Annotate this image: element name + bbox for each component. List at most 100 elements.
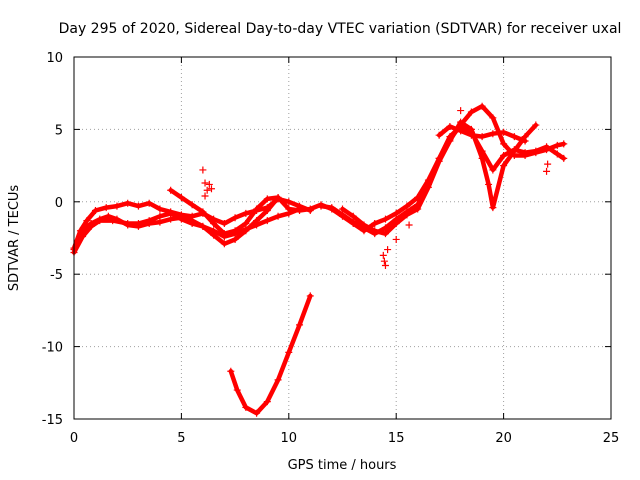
x-tick-label: 25 (603, 431, 620, 446)
data-point (207, 185, 215, 193)
data-point (500, 162, 508, 170)
y-tick-label: -15 (42, 413, 63, 428)
data-point (156, 218, 164, 226)
data-point (306, 292, 314, 300)
data-point (199, 166, 207, 174)
data-point (274, 212, 282, 220)
data-point (242, 220, 250, 228)
data-point (91, 206, 99, 214)
data-point (242, 403, 250, 411)
data-point (457, 127, 465, 135)
data-point (478, 102, 486, 110)
data-point (242, 209, 250, 217)
outlier-points (199, 107, 552, 270)
data-point (156, 205, 164, 213)
data-point (306, 205, 314, 213)
data-series (70, 102, 568, 417)
data-point (79, 227, 87, 235)
data-point (220, 230, 228, 238)
data-point (457, 118, 465, 126)
x-tick-label: 10 (281, 431, 298, 446)
data-point (532, 149, 540, 157)
data-point (177, 193, 185, 201)
series-arc-6 (339, 118, 540, 238)
data-point (87, 220, 95, 228)
y-tick-label: -10 (42, 341, 63, 356)
data-point (274, 193, 282, 201)
data-point (379, 251, 387, 259)
data-point (145, 220, 153, 228)
data-point (253, 205, 261, 213)
data-point (102, 204, 110, 212)
data-point (203, 186, 211, 194)
data-point (489, 130, 497, 138)
series-line (340, 119, 539, 236)
data-point (104, 212, 112, 220)
data-point (371, 220, 379, 228)
data-point (435, 131, 443, 139)
data-point (532, 121, 540, 129)
data-point (188, 217, 196, 225)
series-arc-2 (70, 205, 304, 256)
data-point (188, 201, 196, 209)
data-point (446, 137, 454, 145)
data-point (253, 409, 261, 417)
data-point (201, 192, 209, 200)
data-point (253, 217, 261, 225)
x-axis-ticks: 0 5 10 15 20 25 (70, 57, 619, 446)
data-point (457, 107, 465, 115)
data-point (134, 222, 142, 230)
data-point (263, 206, 271, 214)
data-point (380, 257, 388, 265)
data-point (285, 205, 293, 213)
data-point (446, 123, 454, 131)
data-point (553, 141, 561, 149)
data-point (467, 108, 475, 116)
data-point (177, 214, 185, 222)
data-point (285, 348, 293, 356)
data-point (167, 215, 175, 223)
data-point (274, 376, 282, 384)
data-point (414, 205, 422, 213)
data-point (521, 151, 529, 159)
chart-title: Day 295 of 2020, Sidereal Day-to-day VTE… (59, 21, 622, 37)
series-arc-8 (227, 292, 314, 417)
data-point (263, 217, 271, 225)
data-point (560, 140, 568, 148)
x-axis-label: GPS time / hours (288, 458, 397, 473)
x-tick-label: 0 (70, 431, 78, 446)
y-tick-label: -5 (50, 268, 63, 283)
data-point (543, 167, 551, 175)
data-point (317, 202, 325, 210)
data-point (478, 154, 486, 162)
data-point (199, 222, 207, 230)
series-line (318, 103, 566, 236)
data-point (553, 150, 561, 158)
data-point (543, 146, 551, 154)
data-point (510, 133, 518, 141)
data-point (403, 211, 411, 219)
data-point (231, 214, 239, 222)
data-point (405, 221, 413, 229)
data-point (167, 186, 175, 194)
data-point (231, 235, 239, 243)
data-point (478, 133, 486, 141)
data-point (392, 220, 400, 228)
series-line (228, 293, 313, 416)
data-point (83, 217, 91, 225)
data-point (296, 321, 304, 329)
y-tick-label: 5 (55, 123, 63, 138)
data-point (381, 215, 389, 223)
data-point (210, 231, 218, 239)
data-point (263, 195, 271, 203)
x-tick-label: 20 (495, 431, 512, 446)
data-point (489, 114, 497, 122)
data-point (381, 230, 389, 238)
data-point (500, 128, 508, 136)
data-point (467, 131, 475, 139)
x-tick-label: 15 (388, 431, 405, 446)
data-point (134, 202, 142, 210)
y-axis-label: SDTVAR / TECUs (7, 185, 22, 292)
data-point (220, 240, 228, 248)
